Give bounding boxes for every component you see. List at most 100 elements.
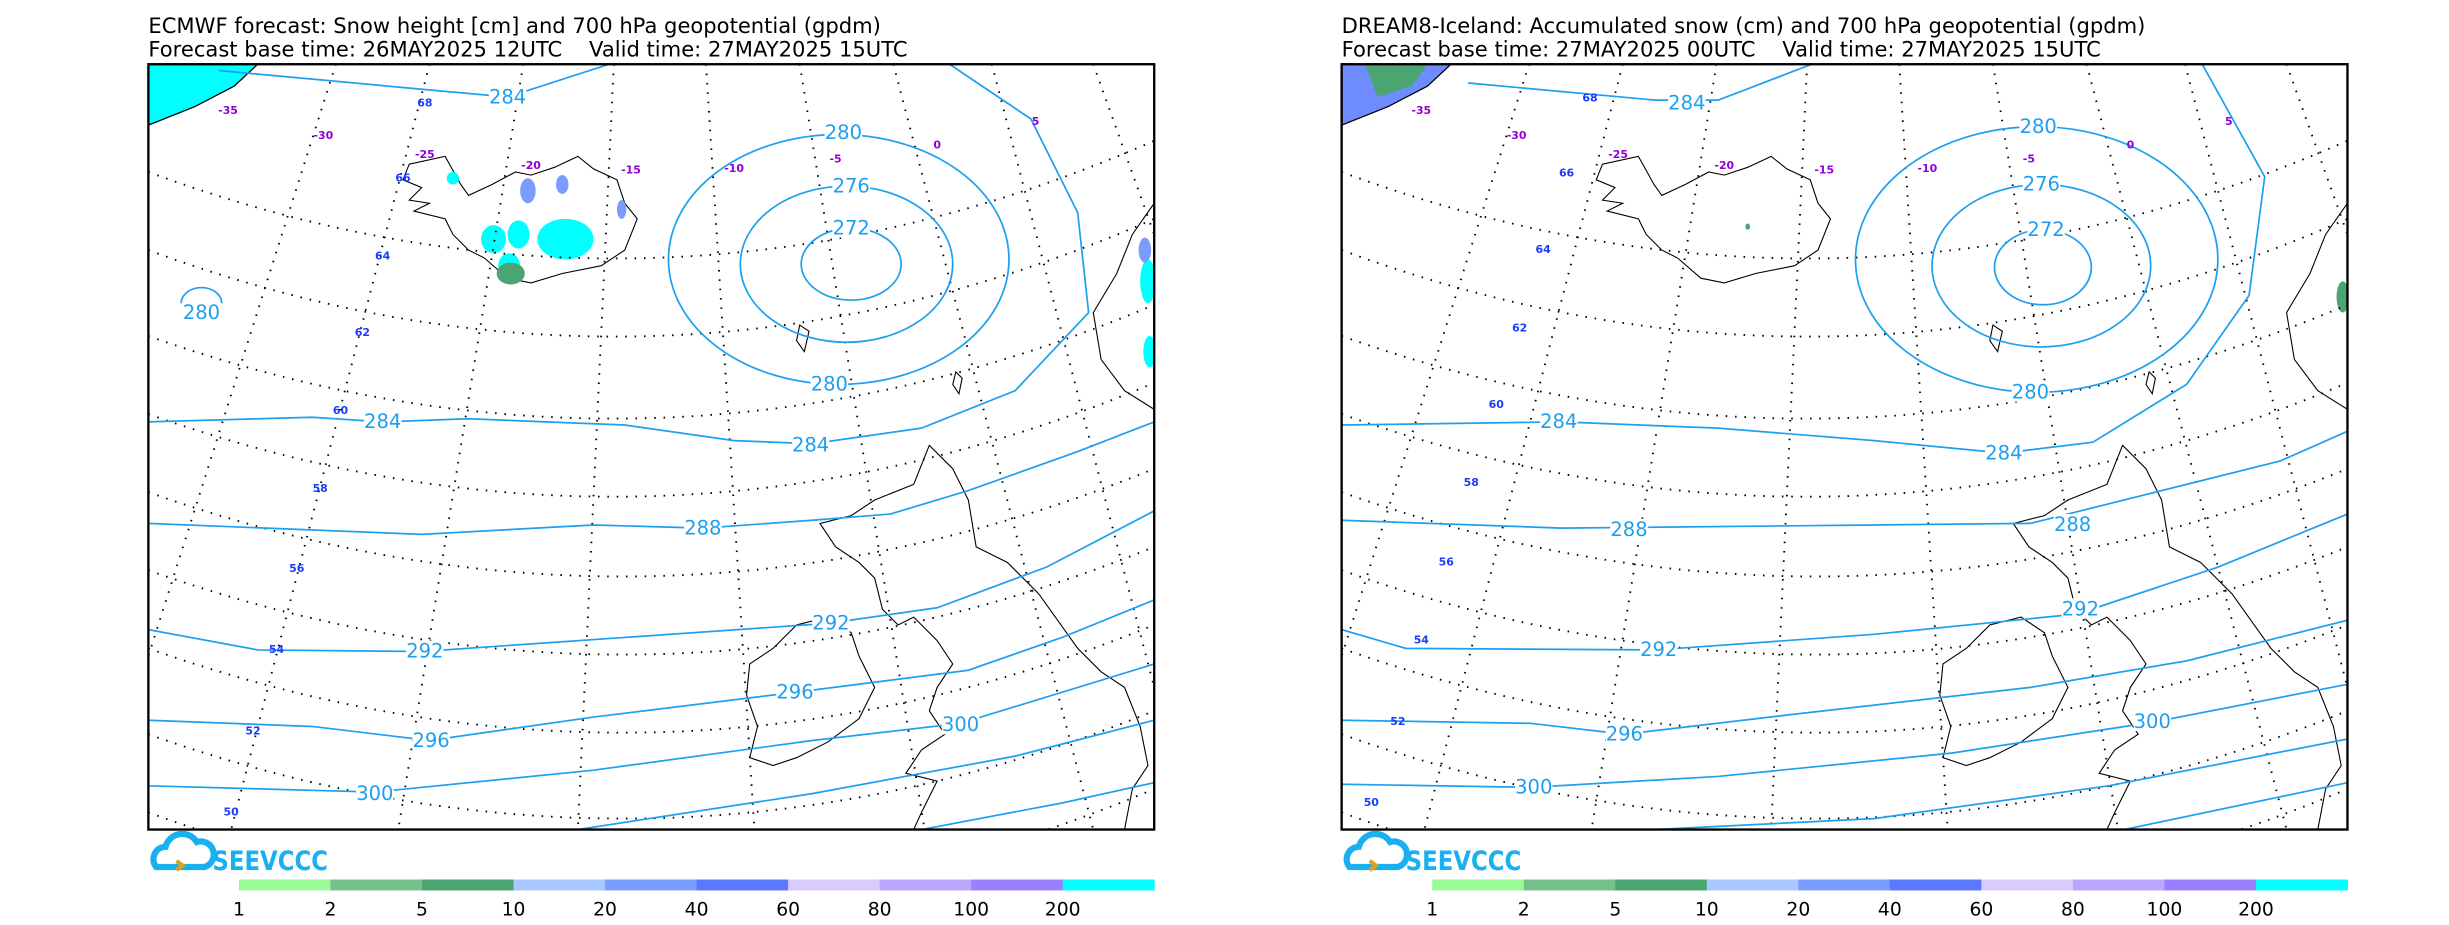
contour-label: 300 [1515,776,1552,799]
norway-snow-patch [1143,335,1155,368]
colorbar-segment [513,879,606,891]
contour-label-background [2011,381,2050,402]
latitude-label: 58 [313,482,328,495]
contour-label: 280 [2012,380,2049,403]
geopotential-contour [148,599,1155,742]
cloud-icon [1343,830,1411,871]
geopotential-contour [577,719,1155,830]
longitude-label: -35 [1411,104,1431,117]
contour-label-background [1539,410,1578,432]
contour-label-background [832,217,870,238]
latitude-label: 56 [1439,556,1455,569]
colorbar-segment [1981,879,2074,891]
colorbar-label: 80 [868,899,892,920]
chevron-right-icon [1368,859,1380,872]
contour-label: 284 [1668,92,1705,115]
contour-label-background [1668,92,1706,113]
contour-label: 276 [833,174,870,197]
latitude-label: 64 [1536,243,1552,256]
longitude-label: -20 [521,159,541,172]
contour-label: 292 [1640,638,1677,661]
contour-label-background [1515,776,1553,797]
contour-label-background [488,86,527,107]
contour-label: 284 [364,410,401,433]
geopotential-contour [1341,619,2348,736]
colorbar-segment [2255,879,2348,891]
colorbar-label: 2 [1518,899,1530,920]
colorbar-label: 20 [593,899,617,920]
parallel-line [148,217,1155,338]
colorbar-segment [1798,879,1891,891]
longitude-label: -10 [724,162,744,175]
contour-label: 300 [2134,710,2171,733]
snow-colorbar: 1 2 5 10 20 40 60 80 100 200 [1426,879,2348,920]
panel-title: DREAM8-Iceland: Accumulated snow (cm) an… [1342,13,2146,38]
faroe-islands-land [1989,324,2003,353]
contour-label: 284 [1985,441,2022,464]
meridian-line [1341,64,1530,657]
contour-label: 292 [812,612,849,635]
contour-label-background [2019,115,2057,137]
colorbar-segment [788,879,881,891]
contour-label-background [356,782,394,803]
contour-label-background [824,122,863,143]
greenland-land [148,64,259,126]
snow-patch [1745,223,1751,230]
chevron-right-icon [175,859,186,872]
meridian-line [148,64,337,657]
latitude-label: 50 [1364,796,1380,809]
longitude-label: -15 [1814,164,1834,177]
map-area: 284 280 276 272 280 280 284 284 288 292 292 296 296 3… [148,64,1155,830]
shetland-land [2145,370,2156,396]
contour-label-background [810,373,849,394]
colorbar-segment [238,879,331,891]
contour-label: 280 [811,373,848,396]
colorbar-label: 40 [685,899,709,920]
iceland-land [1595,155,1832,284]
colorbar-label: 5 [416,899,428,920]
map-area: 284 280 276 272 280 284 284 288 288 292 292 296 300 3… [1341,64,2348,830]
longitude-label: -25 [1608,148,1628,161]
longitude-label: 0 [2127,139,2135,152]
contour-label: 276 [2023,173,2060,196]
geopotential-contour-closed [180,286,223,304]
geopotential-contour [921,781,1155,830]
contour-label: 300 [356,782,393,805]
snow-patch [481,225,507,254]
colorbar-label: 80 [2061,899,2085,920]
longitude-label: -25 [415,148,435,161]
latitude-label: 54 [1414,634,1430,647]
latitude-label: 56 [289,562,305,575]
geopotential-contour [2123,781,2348,830]
colorbar-label: 200 [1045,899,1081,920]
geopotential-contour [148,421,1155,536]
colorbar-label: 5 [1609,899,1621,920]
longitude-label: 5 [1032,115,1040,128]
contour-label: 284 [489,85,526,108]
contour-label: 284 [1540,410,1577,433]
colorbar-segment [605,879,698,891]
meridian-line [576,64,615,830]
faroe-islands-land [795,324,810,353]
longitude-label: 5 [2225,115,2233,128]
latitude-label: 50 [224,805,240,818]
snow-patch [496,262,525,285]
ireland-land [1939,616,2069,767]
geopotential-contour [1341,513,2348,651]
latitude-label: 54 [269,643,285,656]
longitude-label: -20 [1714,159,1734,172]
contour-label-background [2053,514,2092,535]
colorbar-segment [1062,879,1155,891]
geopotential-contour [1341,683,2348,789]
contour-label: 296 [776,680,813,703]
latitude-label: 68 [1582,92,1597,105]
contour-label: 288 [1610,518,1647,541]
contour-label: 300 [942,713,979,736]
panel-ecmwf: ECMWF forecast: Snow height [cm] and 700… [147,13,1156,920]
longitude-label: -30 [313,129,333,142]
contour-label: 292 [2062,598,2099,621]
panel-dream8: DREAM8-Iceland: Accumulated snow (cm) an… [1340,13,2349,920]
colorbar-label: 100 [953,899,989,920]
geopotential-contour [148,663,1155,793]
contour-label-background [812,612,850,633]
